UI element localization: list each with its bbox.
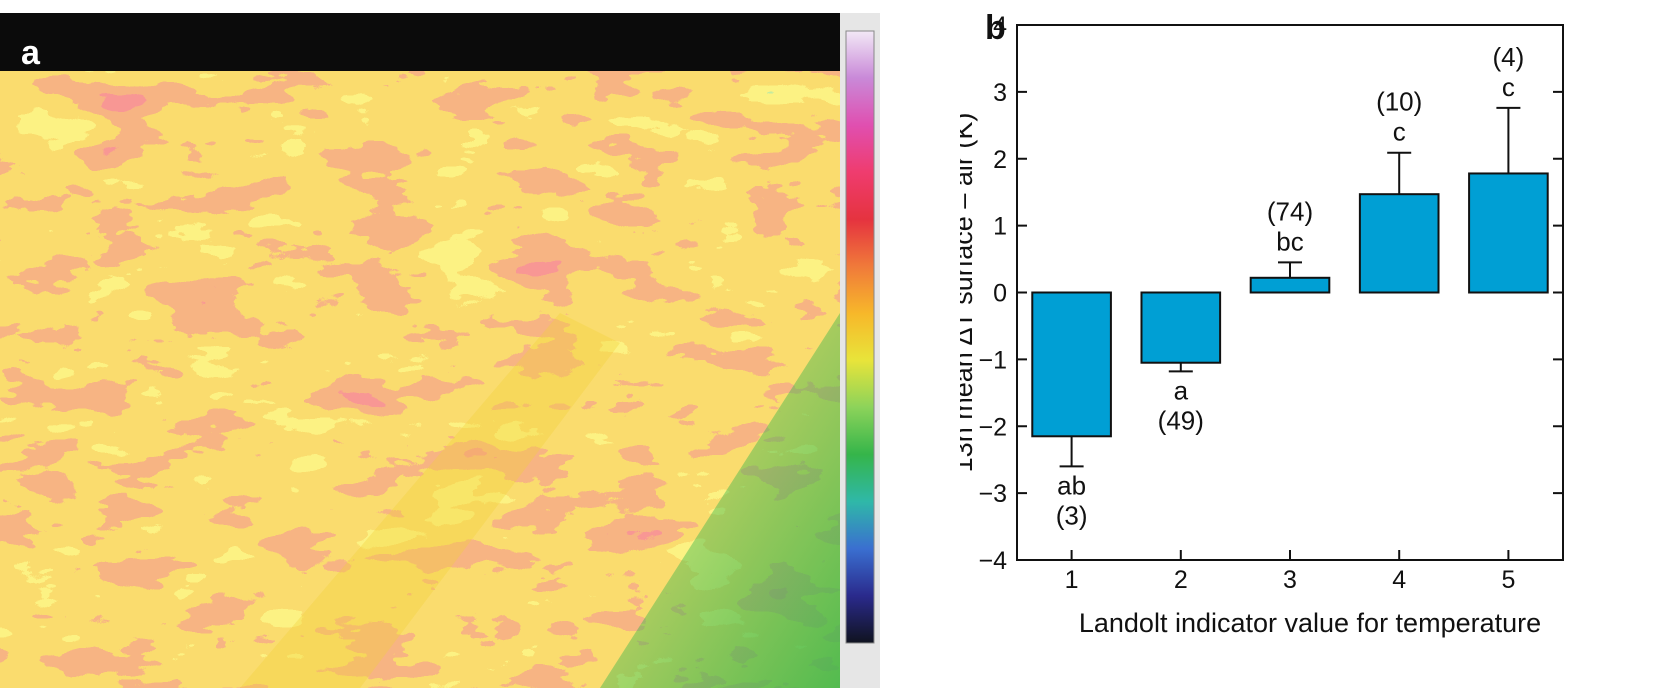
y-tick-label: −2 xyxy=(978,413,1007,441)
y-tick-label: −1 xyxy=(978,346,1007,374)
plot-area: −4−3−2−101234ab(3)1a(49)2bc(74)3c(10)4c(… xyxy=(978,12,1564,594)
x-tick-label: 2 xyxy=(1174,566,1188,594)
bar-chart: 13h mean ∆T surface – air (K) Landolt in… xyxy=(960,12,1564,638)
y-tick-label: −4 xyxy=(978,547,1007,575)
y-tick-label: 4 xyxy=(993,12,1007,40)
y-axis-title: 13h mean ∆T surface – air (K) xyxy=(960,113,978,473)
sample-count-5: (4) xyxy=(1493,42,1525,72)
significance-label-2: a xyxy=(1174,375,1189,405)
significance-label-3: bc xyxy=(1276,226,1303,256)
y-tick-label: 3 xyxy=(993,79,1007,107)
x-axis-title: Landolt indicator value for temperature xyxy=(1079,608,1541,638)
y-tick-label: 2 xyxy=(993,146,1007,174)
panel-label-b: b xyxy=(985,9,1006,47)
bar-4 xyxy=(1358,193,1440,294)
x-tick-label: 5 xyxy=(1501,566,1515,594)
x-tick-label: 3 xyxy=(1283,566,1297,594)
x-tick-label: 1 xyxy=(1065,566,1079,594)
y-tick-label: 0 xyxy=(993,280,1007,308)
thermal-image xyxy=(0,13,880,688)
significance-label-5: c xyxy=(1502,72,1515,102)
sample-count-2: (49) xyxy=(1158,405,1204,435)
mountain-slope xyxy=(0,71,840,688)
x-tick-label: 4 xyxy=(1392,566,1406,594)
colorbar xyxy=(840,13,880,688)
sample-count-4: (10) xyxy=(1376,87,1422,117)
panel-label-a: a xyxy=(21,34,40,72)
warm-ridge xyxy=(240,313,620,688)
significance-label-1: ab xyxy=(1057,470,1086,500)
bar-2 xyxy=(1140,291,1222,364)
cool-zone-right xyxy=(600,313,840,688)
bar-5 xyxy=(1468,172,1549,294)
significance-label-4: c xyxy=(1393,117,1406,147)
y-tick-label: −3 xyxy=(978,480,1007,508)
sample-count-1: (3) xyxy=(1056,500,1088,530)
sample-count-3: (74) xyxy=(1267,196,1313,226)
bar-1 xyxy=(1031,291,1112,438)
y-tick-label: 1 xyxy=(993,213,1007,241)
bar-3 xyxy=(1249,276,1331,294)
thermal-image-panel xyxy=(0,13,948,688)
